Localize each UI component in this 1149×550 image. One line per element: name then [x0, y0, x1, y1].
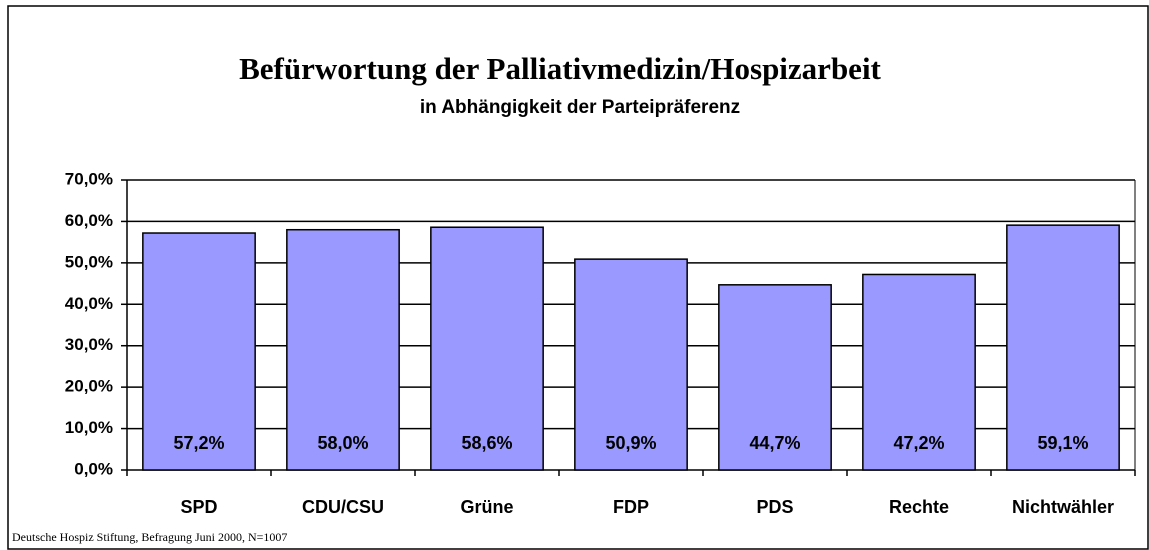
value-label: 50,9%	[605, 433, 656, 453]
y-tick-label: 0,0%	[74, 459, 113, 478]
bar	[1006, 224, 1120, 471]
value-label: 44,7%	[749, 433, 800, 453]
source-note: Deutsche Hospiz Stiftung, Befragung Juni…	[12, 530, 287, 544]
value-label: 59,1%	[1037, 433, 1088, 453]
x-tick-label: SPD	[180, 497, 217, 517]
x-tick-label: PDS	[756, 497, 793, 517]
y-tick-label: 60,0%	[65, 211, 113, 230]
bar	[574, 258, 688, 471]
value-label: 58,6%	[461, 433, 512, 453]
y-tick-label: 70,0%	[65, 169, 113, 188]
y-tick-label: 30,0%	[65, 335, 113, 354]
bar	[142, 232, 256, 471]
y-tick-label: 40,0%	[65, 294, 113, 313]
bar	[286, 228, 400, 471]
x-tick-label: Nichtwähler	[1012, 497, 1114, 517]
bar	[430, 226, 544, 471]
x-tick-label: Grüne	[460, 497, 513, 517]
value-label: 47,2%	[893, 433, 944, 453]
x-tick-label: CDU/CSU	[302, 497, 384, 517]
chart-subtitle: in Abhängigkeit der Parteipräferenz	[420, 97, 740, 118]
bar	[862, 273, 976, 471]
y-tick-label: 10,0%	[65, 418, 113, 437]
value-label: 58,0%	[317, 433, 368, 453]
x-tick-label: FDP	[613, 497, 649, 517]
bar	[718, 284, 832, 471]
x-tick-label: Rechte	[889, 497, 949, 517]
y-tick-label: 50,0%	[65, 252, 113, 271]
chart-title: Befürwortung der Palliativmedizin/Hospiz…	[239, 51, 881, 86]
value-label: 57,2%	[173, 433, 224, 453]
y-tick-label: 20,0%	[65, 377, 113, 396]
